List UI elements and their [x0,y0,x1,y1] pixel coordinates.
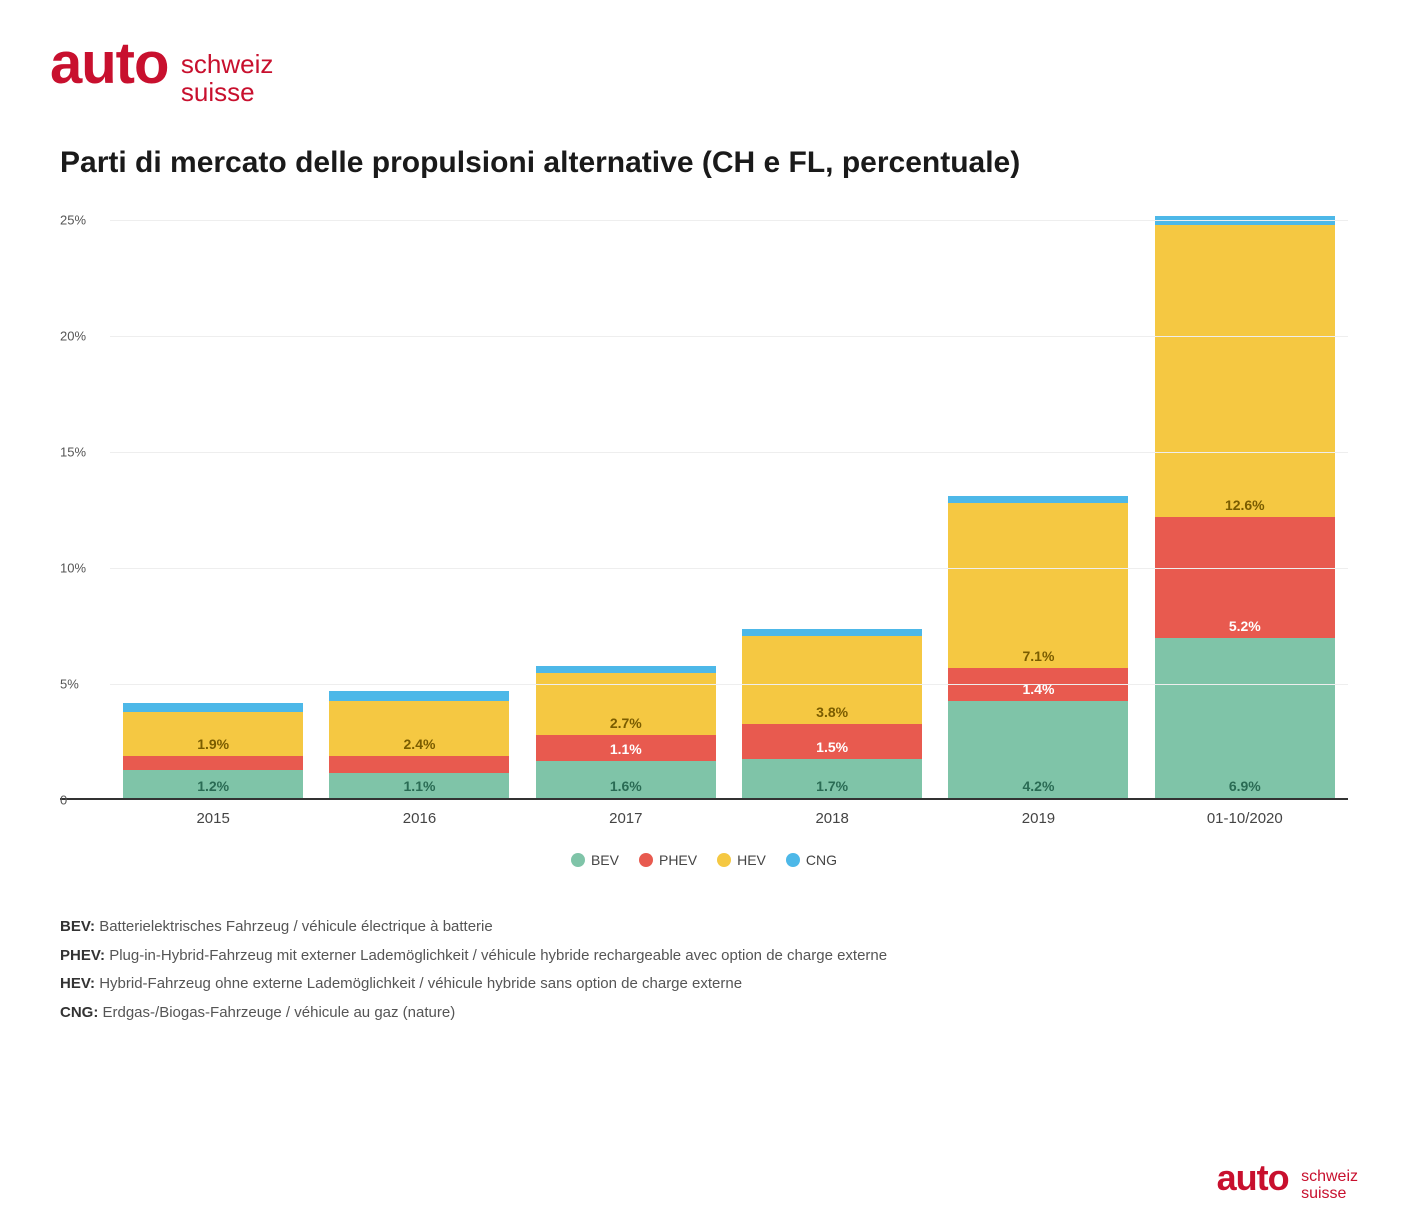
y-tick-label: 5% [60,677,105,692]
bar-segment-phev [329,756,509,772]
logo-top: auto schweiz suisse [50,30,1358,106]
bar-segment-hev: 2.4% [329,701,509,757]
bar-column: 1.7%1.5%3.8% [742,629,922,798]
bar-column: 1.2% 1.9% [123,703,303,798]
legend-swatch [717,853,731,867]
bar-segment-bev: 1.1% [329,773,509,799]
bar-segment-bev: 1.2% [123,770,303,798]
chart-container: 1.2%1.9%1.1%2.4%1.6%1.1%2.7%1.7%1.5%3.8%… [60,220,1348,868]
bar-segment-phev: 5.2% [1155,517,1335,638]
bar-column: 1.6%1.1%2.7% [536,666,716,798]
bar-column: 1.1% 2.4% [329,691,509,798]
bar-column: 6.9%5.2%12.6% [1155,216,1335,798]
chart-plot-area: 1.2%1.9%1.1%2.4%1.6%1.1%2.7%1.7%1.5%3.8%… [60,220,1348,800]
bar-segment-phev [123,756,303,770]
chart-title: Parti di mercato delle propulsioni alter… [60,146,1358,180]
bar-segment-hev: 3.8% [742,636,922,724]
logo-bottom: auto schweiz suisse [1217,1157,1358,1203]
definition-row: PHEV: Plug-in-Hybrid-Fahrzeug mit extern… [60,942,1348,971]
bar-segment-cng [536,666,716,673]
logo-sub-text: schweiz suisse [181,51,273,106]
x-tick-label: 2019 [948,810,1128,827]
x-tick-label: 2016 [329,810,509,827]
legend-swatch [571,853,585,867]
legend-item-bev: BEV [571,852,619,868]
definition-row: CNG: Erdgas-/Biogas-Fahrzeuge / véhicule… [60,999,1348,1028]
definition-text: Plug-in-Hybrid-Fahrzeug mit externer Lad… [109,947,887,964]
gridline [110,336,1348,337]
y-tick-label: 20% [60,329,105,344]
definition-row: BEV: Batterielektrisches Fahrzeug / véhi… [60,913,1348,942]
bar-segment-cng [742,629,922,636]
definition-term: BEV: [60,918,99,935]
chart-legend: BEV PHEV HEV CNG [60,852,1348,868]
definition-term: CNG: [60,1004,103,1021]
definition-text: Erdgas-/Biogas-Fahrzeuge / véhicule au g… [103,1004,456,1021]
definition-text: Batterielektrisches Fahrzeug / véhicule … [99,918,493,935]
legend-item-cng: CNG [786,852,837,868]
logo-main-text: auto [50,31,168,96]
legend-label: PHEV [659,852,697,868]
gridline [110,568,1348,569]
y-tick-label: 25% [60,213,105,228]
x-tick-label: 2015 [123,810,303,827]
bar-segment-hev: 7.1% [948,503,1128,668]
gridline [110,684,1348,685]
gridline [110,452,1348,453]
y-tick-label: 15% [60,445,105,460]
definition-text: Hybrid-Fahrzeug ohne externe Lademöglich… [99,975,742,992]
legend-label: HEV [737,852,766,868]
bar-segment-bev: 1.6% [536,761,716,798]
legend-item-phev: PHEV [639,852,697,868]
bar-segment-phev: 1.5% [742,724,922,759]
legend-label: CNG [806,852,837,868]
bar-segment-cng [123,703,303,712]
x-tick-label: 2018 [742,810,922,827]
logo-bottom-sub: schweiz suisse [1301,1169,1358,1203]
bar-segment-bev: 6.9% [1155,638,1335,798]
bar-column: 4.2%1.4%7.1% [948,496,1128,798]
legend-swatch [639,853,653,867]
bar-segment-cng [948,496,1128,503]
bar-segment-hev: 2.7% [536,673,716,736]
logo-bottom-main: auto [1217,1157,1289,1198]
y-tick-label: 10% [60,561,105,576]
definition-term: HEV: [60,975,99,992]
bar-segment-bev: 1.7% [742,759,922,798]
x-tick-label: 01-10/2020 [1155,810,1335,827]
definition-term: PHEV: [60,947,109,964]
x-tick-label: 2017 [536,810,716,827]
bars-row: 1.2%1.9%1.1%2.4%1.6%1.1%2.7%1.7%1.5%3.8%… [110,220,1348,798]
bar-segment-hev: 1.9% [123,712,303,756]
definition-row: HEV: Hybrid-Fahrzeug ohne externe Lademö… [60,970,1348,999]
bar-segment-cng [329,691,509,700]
definitions-block: BEV: Batterielektrisches Fahrzeug / véhi… [60,913,1348,1027]
legend-label: BEV [591,852,619,868]
bar-segment-hev: 12.6% [1155,225,1335,517]
legend-item-hev: HEV [717,852,766,868]
legend-swatch [786,853,800,867]
y-tick-label: 0 [60,793,105,808]
gridline [110,220,1348,221]
bar-segment-phev: 1.1% [536,735,716,761]
bar-segment-bev: 4.2% [948,701,1128,798]
x-axis-labels: 2015 2016 2017 2018 2019 01-10/2020 [110,800,1348,827]
